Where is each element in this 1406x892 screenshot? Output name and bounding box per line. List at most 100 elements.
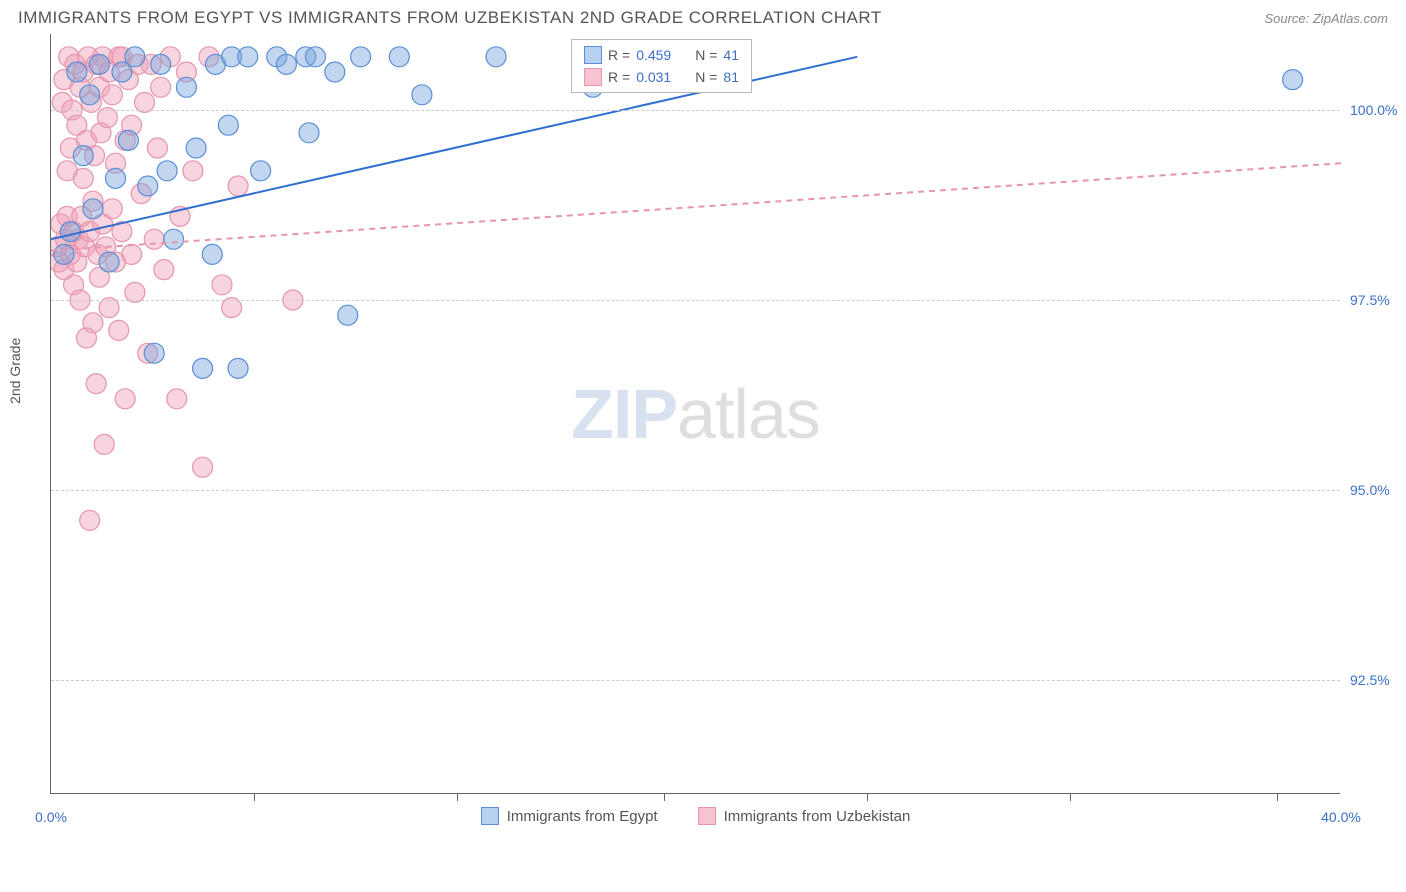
data-point <box>176 62 196 82</box>
data-point <box>122 115 142 135</box>
data-point <box>91 123 111 143</box>
data-point <box>167 389 187 409</box>
data-point <box>56 229 76 249</box>
data-point <box>486 47 506 67</box>
legend-n-value: 81 <box>723 69 739 85</box>
data-point <box>54 260 74 280</box>
watermark-left: ZIP <box>571 375 677 453</box>
data-point <box>212 275 232 295</box>
data-point <box>76 328 96 348</box>
data-point <box>72 206 92 226</box>
legend-label: Immigrants from Egypt <box>507 808 658 825</box>
data-point <box>193 358 213 378</box>
data-point <box>267 47 287 67</box>
data-point <box>83 191 103 211</box>
data-point <box>109 320 129 340</box>
data-point <box>94 434 114 454</box>
data-point <box>106 153 126 173</box>
data-point <box>65 54 85 74</box>
data-point <box>170 206 190 226</box>
data-point <box>118 70 138 90</box>
legend-swatch <box>584 46 602 64</box>
data-point <box>118 130 138 150</box>
legend-n-value: 41 <box>723 47 739 63</box>
legend-swatch <box>698 807 716 825</box>
data-point <box>83 313 103 333</box>
data-point <box>106 252 126 272</box>
y-tick-label: 97.5% <box>1350 292 1406 308</box>
data-point <box>64 275 84 295</box>
data-point <box>186 138 206 158</box>
x-minor-tick <box>457 793 458 801</box>
data-point <box>125 47 145 67</box>
data-point <box>60 138 80 158</box>
data-point <box>102 199 122 219</box>
legend-row: R =0.031N =81 <box>584 66 739 88</box>
data-point <box>160 47 180 67</box>
plot-area: ZIPatlas R =0.459N =41R =0.031N =81 Immi… <box>50 34 1340 794</box>
data-point <box>78 47 98 67</box>
data-point <box>183 161 203 181</box>
data-point <box>60 222 80 242</box>
x-tick-label: 40.0% <box>1321 809 1361 825</box>
data-point <box>99 252 119 272</box>
legend-r-value: 0.459 <box>636 47 671 63</box>
data-point <box>154 260 174 280</box>
data-point <box>67 252 87 272</box>
legend-swatch <box>481 807 499 825</box>
data-point <box>109 47 129 67</box>
data-point <box>296 47 316 67</box>
grid-line <box>51 110 1340 111</box>
y-tick-label: 92.5% <box>1350 672 1406 688</box>
data-point <box>51 214 71 234</box>
data-point <box>85 146 105 166</box>
data-point <box>251 161 271 181</box>
data-point <box>68 229 88 249</box>
data-point <box>157 161 177 181</box>
data-point <box>86 374 106 394</box>
data-point <box>112 222 132 242</box>
data-point <box>57 161 77 181</box>
data-point <box>67 62 87 82</box>
legend-r-value: 0.031 <box>636 69 671 85</box>
data-point <box>144 343 164 363</box>
x-minor-tick <box>664 793 665 801</box>
data-point <box>80 510 100 530</box>
data-point <box>73 168 93 188</box>
data-point <box>412 85 432 105</box>
data-point <box>80 85 100 105</box>
data-point <box>60 244 80 264</box>
source-label: Source: ZipAtlas.com <box>1264 11 1388 26</box>
data-point <box>338 305 358 325</box>
data-point <box>205 54 225 74</box>
watermark: ZIPatlas <box>571 374 820 454</box>
data-point <box>86 54 106 74</box>
data-point <box>1283 70 1303 90</box>
x-minor-tick <box>867 793 868 801</box>
data-point <box>147 138 167 158</box>
data-point <box>389 47 409 67</box>
data-point <box>54 244 74 264</box>
data-point <box>64 222 84 242</box>
series-legend: Immigrants from Egypt Immigrants from Uzb… <box>51 807 1340 825</box>
data-point <box>83 199 103 219</box>
data-point <box>325 62 345 82</box>
data-point <box>164 229 184 249</box>
legend-item: Immigrants from Uzbekistan <box>698 807 911 825</box>
data-point <box>99 62 119 82</box>
grid-line <box>51 490 1340 491</box>
y-tick-label: 100.0% <box>1350 102 1406 118</box>
grid-line <box>51 300 1340 301</box>
data-point <box>138 343 158 363</box>
data-point <box>89 54 109 74</box>
data-point <box>351 47 371 67</box>
legend-r-label: R = <box>608 69 630 85</box>
data-point <box>238 47 258 67</box>
data-point <box>199 47 219 67</box>
data-point <box>76 130 96 150</box>
x-minor-tick <box>1277 793 1278 801</box>
chart-title: IMMIGRANTS FROM EGYPT VS IMMIGRANTS FROM… <box>18 8 882 28</box>
data-point <box>70 77 90 97</box>
grid-line <box>51 680 1340 681</box>
data-point <box>202 244 222 264</box>
